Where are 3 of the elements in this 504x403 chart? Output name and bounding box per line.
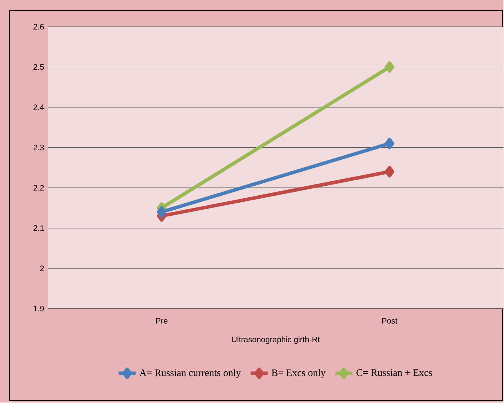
legend-label: B= Excs only [272, 369, 326, 379]
legend-label: A= Russian currents only [140, 369, 242, 379]
legend-label: C= Russian + Excs [356, 370, 432, 376]
